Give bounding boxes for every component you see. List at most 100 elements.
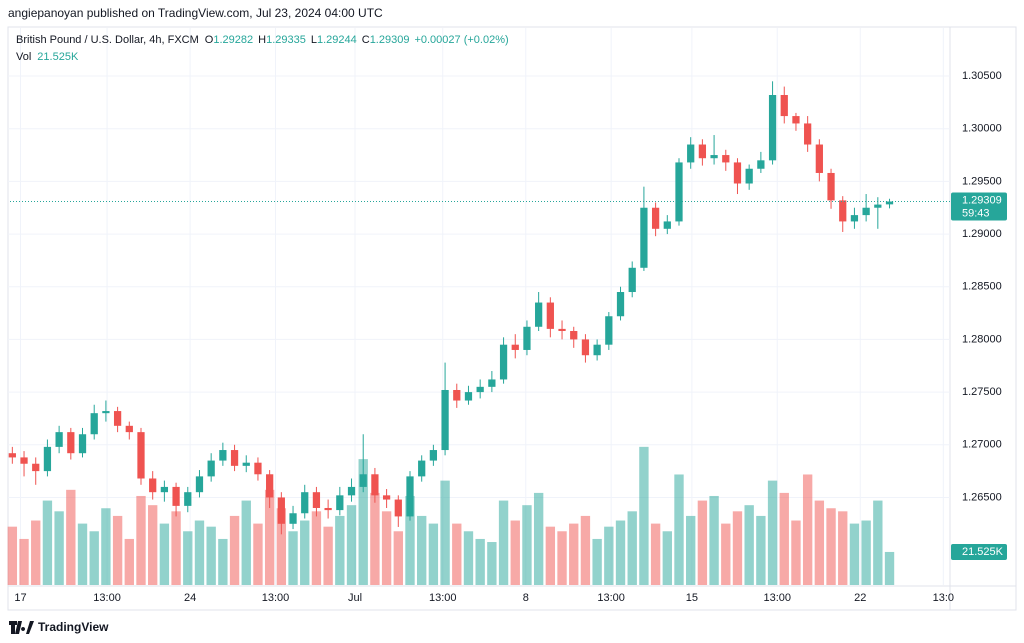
candle-body	[137, 432, 145, 479]
volume-bars	[7, 446, 895, 585]
volume-bar	[300, 520, 310, 585]
candle-body	[698, 144, 707, 159]
volume-bar	[592, 538, 602, 585]
candle-body	[885, 201, 894, 205]
c-label: C	[362, 34, 370, 46]
volume-bar	[557, 531, 567, 585]
volume-bar	[148, 505, 158, 585]
y-tick-label: 1.28500	[962, 281, 1002, 293]
candle-body	[172, 486, 180, 506]
candle-body	[32, 463, 40, 472]
volume-bar	[522, 505, 532, 585]
candle-body	[768, 95, 777, 161]
candle-body	[359, 474, 367, 487]
vol-label: Vol	[16, 51, 31, 63]
volume-bar	[791, 520, 801, 585]
x-tick-label: 24	[184, 592, 196, 604]
candle-body	[242, 462, 250, 466]
volume-bar	[463, 531, 474, 585]
x-tick-label: 17	[14, 592, 26, 604]
x-tick-label: Jul	[348, 592, 362, 604]
candle-body	[651, 207, 660, 229]
volume-bar	[826, 508, 836, 585]
candle-body	[862, 207, 870, 216]
candle-body	[113, 411, 122, 426]
candle-body	[488, 379, 496, 387]
volume-bar	[54, 511, 64, 585]
volume-bar	[7, 526, 18, 585]
candle-body	[640, 207, 648, 268]
volume-bar	[89, 531, 99, 585]
volume-bar	[650, 523, 661, 585]
volume-bar	[335, 515, 345, 585]
candle-body	[511, 344, 519, 350]
y-tick-label: 1.29500	[962, 175, 1002, 187]
candle-body	[453, 389, 461, 401]
y-tick-label: 1.29000	[962, 228, 1002, 240]
candle-body	[55, 432, 63, 447]
volume-bar	[498, 500, 509, 585]
volume-bar	[136, 495, 146, 585]
volume-bar	[674, 474, 684, 585]
logo-mark	[9, 621, 34, 634]
candle-body	[535, 302, 543, 327]
volume-bar	[732, 511, 743, 585]
volume-bar	[405, 495, 415, 585]
candle-body	[324, 507, 332, 511]
candle-body	[839, 200, 847, 222]
volume-bar	[756, 515, 766, 585]
y-tick-label: 1.30000	[962, 123, 1002, 135]
h-value: 1.29335	[266, 34, 306, 46]
candle-body	[441, 389, 449, 451]
y-tick-label: 1.28000	[962, 333, 1002, 345]
y-tick-label: 1.27000	[962, 439, 1002, 451]
o-label: O	[205, 34, 214, 46]
volume-bar	[873, 500, 883, 585]
frame	[7, 26, 1017, 611]
volume-bar	[381, 511, 392, 585]
volume-bar	[849, 523, 860, 585]
h-label: H	[258, 34, 266, 46]
volume-bar	[662, 531, 672, 585]
candles	[8, 81, 950, 535]
volume-bar	[346, 505, 357, 585]
candle-body	[687, 144, 695, 163]
candle-body	[347, 486, 356, 496]
candle-body	[827, 172, 835, 201]
volume-bar	[417, 515, 427, 585]
candle-body	[266, 474, 274, 498]
volume-bar	[77, 523, 88, 585]
price-label: 1.29309	[962, 194, 1002, 206]
volume-bar	[31, 520, 41, 585]
symbol: British Pound / U.S. Dollar, 4h, FXCM	[16, 34, 199, 46]
candle-body	[277, 497, 285, 524]
volume-bar	[861, 520, 871, 585]
countdown: 59:43	[962, 207, 990, 219]
x-tick-label: 13:00	[93, 592, 121, 604]
x-tick-label: 8	[523, 592, 529, 604]
vol-value: 21.525K	[37, 51, 79, 63]
volume-bar	[159, 523, 170, 585]
axes: 1.26500 1.27000 1.27500 1.28000 1.28500 1.290…	[14, 70, 1007, 604]
x-tick-label: 13:00	[429, 592, 457, 604]
candle-body	[581, 339, 590, 356]
volume-bar	[569, 523, 579, 585]
volume-bar	[241, 500, 251, 585]
candle-body	[429, 450, 438, 461]
volume-bar	[744, 505, 754, 585]
candle-body	[523, 326, 531, 350]
volume-bar	[452, 523, 462, 585]
candle-body	[394, 499, 402, 517]
volume-bar	[686, 515, 696, 585]
volume-bar	[19, 538, 29, 585]
candle-body	[558, 328, 566, 331]
candle-body	[78, 434, 87, 454]
candle-body	[406, 476, 414, 517]
candle-body	[336, 495, 344, 511]
candle-body	[418, 460, 426, 477]
candle-body	[67, 432, 75, 454]
volume-bar	[393, 531, 403, 585]
volume-bar	[639, 446, 649, 585]
volume-bar	[288, 531, 298, 585]
